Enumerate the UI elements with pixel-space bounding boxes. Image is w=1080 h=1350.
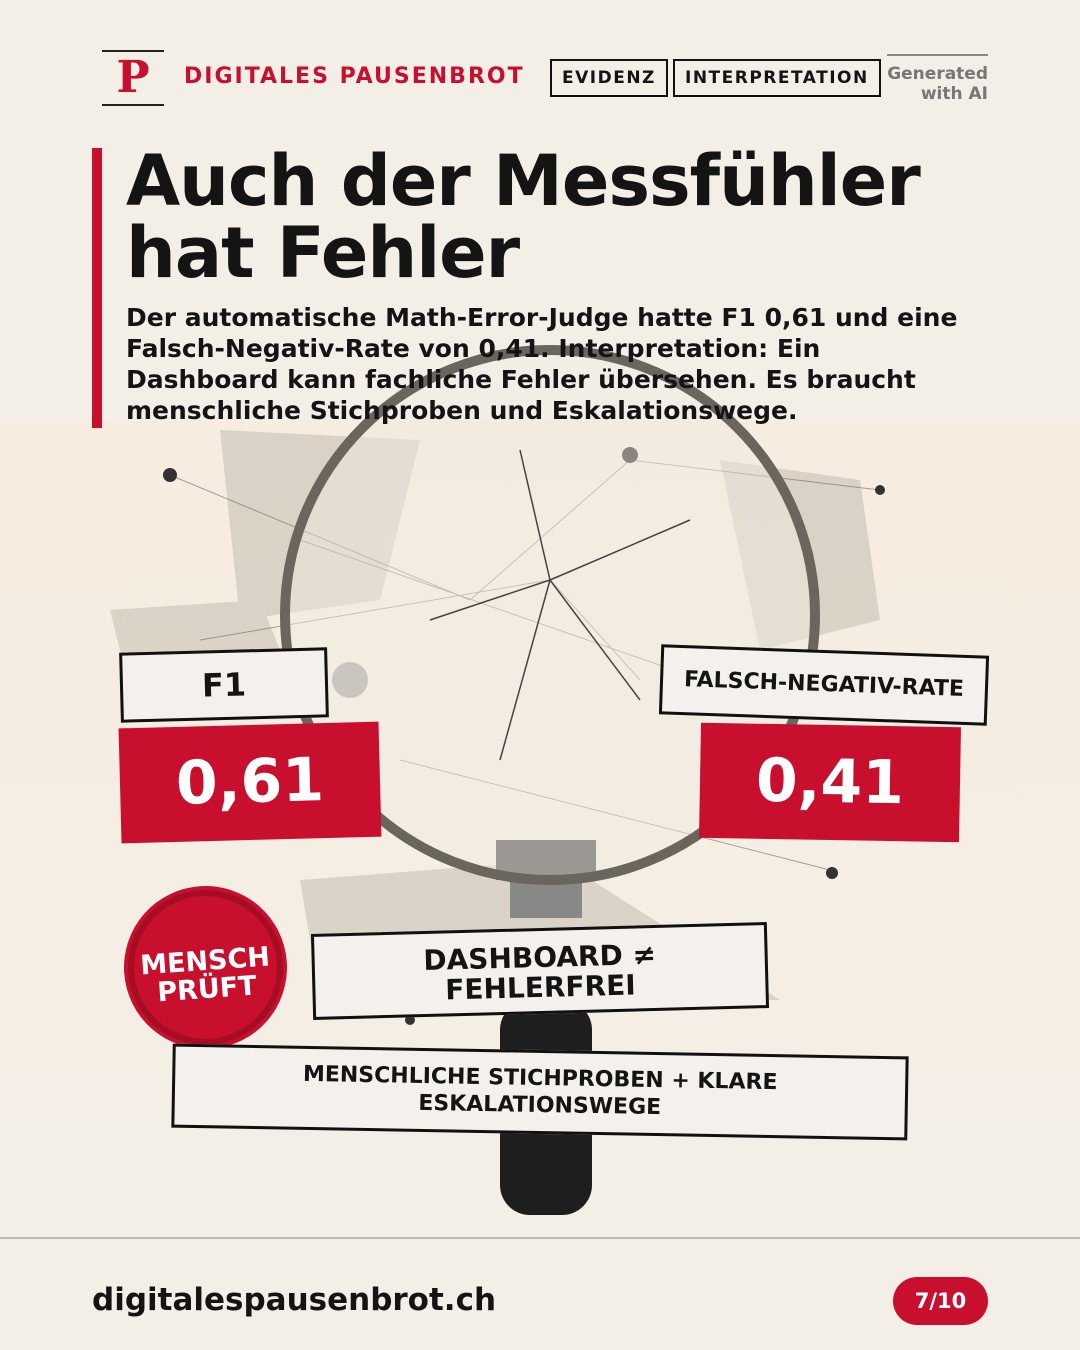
accent-bar <box>92 148 102 428</box>
tag: EVIDENZ <box>550 59 668 97</box>
ai-note: Generated with AI <box>887 54 988 104</box>
line: hat Fehler <box>126 212 520 294</box>
page-indicator: 7/10 <box>893 1277 988 1325</box>
url: digitalespausenbrot.ch <box>92 1282 497 1318</box>
note: MENSCHLICHE STICHPROBEN + KLARE ESKALATIO… <box>171 1043 909 1141</box>
stat-value: 0,61 <box>118 721 382 844</box>
line: Generated <box>887 64 988 84</box>
tag: INTERPRETATION <box>673 59 881 97</box>
logo: P <box>102 50 164 106</box>
stat-label: FALSCH-NEGATIV-RATE <box>658 644 990 726</box>
title: Auch der Messfühler hat Fehler <box>126 140 921 294</box>
body: Der automatische Math-Error-Judge hatte … <box>126 303 958 425</box>
stat-label: F1 <box>119 647 329 723</box>
stat-value: 0,41 <box>699 722 961 843</box>
divider <box>0 1237 1080 1239</box>
brand: DIGITALES PAUSENBROT <box>184 64 525 89</box>
line: PRÜFT <box>156 970 258 1009</box>
line: Auch der Messfühler <box>126 140 921 222</box>
callout: DASHBOARD ≠ FEHLERFREI <box>310 922 770 1020</box>
line: with AI <box>920 84 988 104</box>
